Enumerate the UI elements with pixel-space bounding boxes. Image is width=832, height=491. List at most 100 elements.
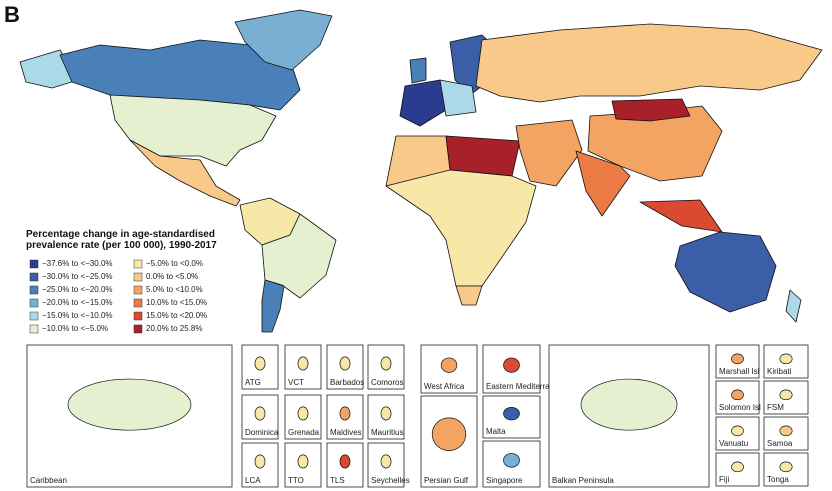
inset-shape	[380, 356, 392, 371]
inset-label: TLS	[330, 476, 345, 485]
inset-label: Comoros	[371, 378, 403, 387]
legend-label: 15.0% to <20.0%	[146, 311, 207, 320]
inset-shape	[731, 389, 744, 401]
region	[109, 94, 277, 167]
inset-label: Balkan Peninsula	[552, 476, 614, 485]
inset-shape	[339, 356, 351, 371]
inset-shape	[254, 356, 266, 371]
inset-label: Dominica	[245, 428, 279, 437]
inset-label: ATG	[245, 378, 261, 387]
inset-shape	[254, 406, 266, 421]
inset-shape	[731, 461, 744, 473]
inset-box	[715, 416, 760, 451]
inset-label: VCT	[288, 378, 304, 387]
inset-label: Grenada	[288, 428, 320, 437]
inset-shape	[380, 454, 392, 469]
panel-letter: B	[4, 2, 20, 27]
inset-shape	[779, 389, 793, 401]
region	[575, 150, 631, 217]
region	[674, 231, 777, 313]
region	[385, 169, 537, 287]
inset-label: Barbados	[330, 378, 364, 387]
inset-label: Seychelles	[371, 476, 410, 485]
region	[475, 23, 823, 103]
legend-label: −20.0% to <−15.0%	[42, 298, 113, 307]
region	[234, 9, 333, 71]
inset-shape	[431, 417, 467, 451]
region	[445, 135, 521, 177]
inset-label: Malta	[486, 427, 506, 436]
region	[439, 79, 477, 117]
legend-label: 0.0% to <5.0%	[146, 272, 198, 281]
inset-label: Samoa	[767, 439, 793, 448]
inset-shape	[779, 461, 793, 473]
world-map	[19, 9, 823, 333]
legend-swatch	[133, 298, 143, 308]
legend: −37.6% to <−30.0% −30.0% to <−25.0% −25.0%…	[29, 259, 207, 334]
legend-swatch	[133, 324, 143, 334]
legend-label: 10.0% to <15.0%	[146, 298, 207, 307]
legend-label: −37.6% to <−30.0%	[42, 259, 113, 268]
inset-label: LCA	[245, 476, 261, 485]
inset-label: Caribbean	[30, 476, 67, 485]
inset-shape	[339, 454, 351, 469]
inset-shape	[254, 454, 266, 469]
inset-label: Fiji	[719, 475, 729, 484]
legend-label: −25.0% to <−20.0%	[42, 285, 113, 294]
region	[611, 98, 691, 122]
inset-shape	[339, 406, 351, 421]
region	[639, 199, 723, 233]
region	[455, 285, 483, 306]
inset-label: Kiribati	[767, 367, 792, 376]
region	[129, 139, 241, 207]
inset-shape	[297, 406, 309, 421]
region	[399, 79, 447, 127]
region	[409, 57, 427, 84]
inset-label: Eastern Mediterranean	[486, 382, 567, 391]
legend-swatch	[29, 311, 39, 321]
legend-label: −30.0% to <−25.0%	[42, 272, 113, 281]
inset-shape	[731, 425, 744, 437]
legend-swatch	[133, 311, 143, 321]
legend-swatch	[133, 285, 143, 295]
inset-label: FSM	[767, 403, 784, 412]
legend-swatch	[29, 285, 39, 295]
inset-shape	[297, 356, 309, 371]
inset-shape	[580, 378, 678, 431]
inset-label: Maldives	[330, 428, 362, 437]
inset-shape	[779, 353, 793, 365]
region	[261, 213, 337, 299]
legend-title: Percentage change in age-standardised pr…	[26, 229, 217, 251]
legend-label: 20.0% to 25.8%	[146, 324, 202, 333]
inset-shape	[297, 454, 309, 469]
legend-label: −5.0% to <0.0%	[146, 259, 203, 268]
inset-label: Marshall Isl	[719, 367, 760, 376]
legend-label: −15.0% to <−10.0%	[42, 311, 113, 320]
inset-label: Persian Gulf	[424, 476, 469, 485]
legend-swatch	[29, 298, 39, 308]
inset-label: TTO	[288, 476, 304, 485]
inset-box	[284, 442, 322, 488]
inset-shape	[440, 357, 458, 373]
region	[515, 119, 583, 187]
inset-shape	[67, 378, 192, 431]
region	[785, 289, 802, 323]
inset-label: Mauritius	[371, 428, 403, 437]
inset-label: Vanuatu	[719, 439, 748, 448]
inset-shape	[731, 353, 744, 365]
legend-swatch	[133, 272, 143, 282]
inset-shape	[503, 453, 520, 468]
inset-label: West Africa	[424, 382, 465, 391]
inset-shape	[779, 425, 793, 437]
legend-label: 5.0% to <10.0%	[146, 285, 203, 294]
inset-shape	[380, 406, 392, 421]
legend-label: −10.0% to <−5.0%	[42, 324, 108, 333]
legend-swatch	[29, 259, 39, 269]
legend-swatch	[29, 324, 39, 334]
inset-label: Solomon Isl	[719, 403, 761, 412]
inset-label: Tonga	[767, 475, 789, 484]
insets: Caribbean ATG VCT Barbados Comoros Dominica Gr…	[26, 344, 809, 488]
inset-shape	[503, 406, 520, 421]
